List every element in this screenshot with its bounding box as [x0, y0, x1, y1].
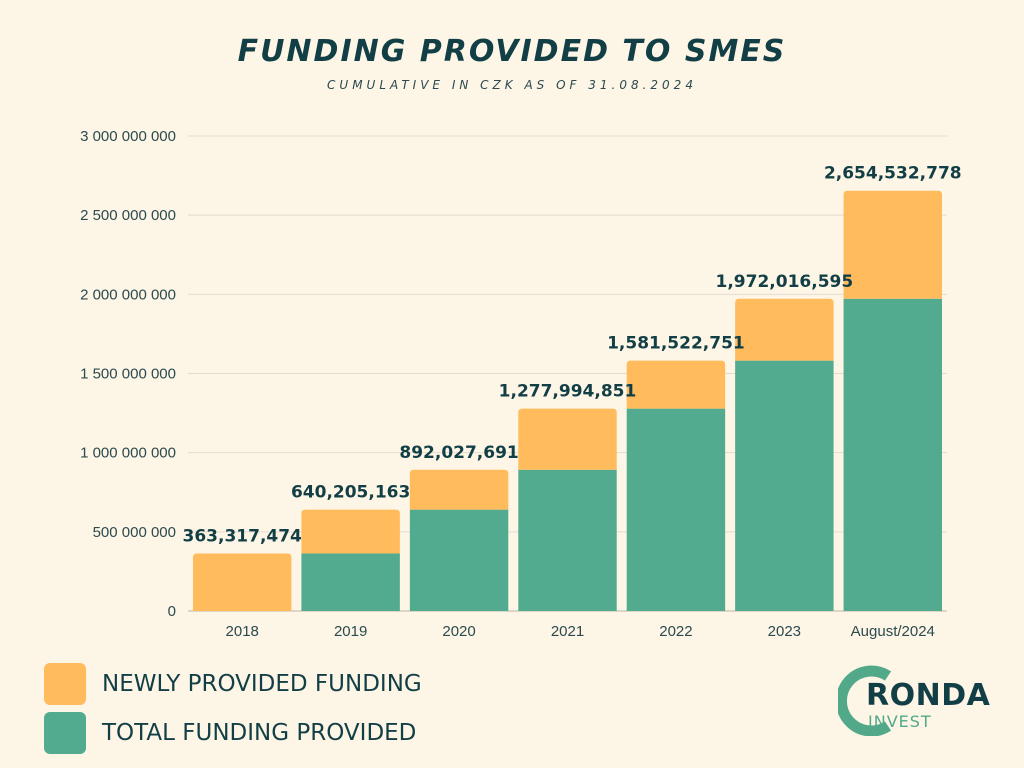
y-axis-ticks: 0 500 000 000 1 000 000 000 1 500 000 000 2 … [80, 128, 176, 620]
ronda-invest-logo: RONDA INVEST [838, 664, 998, 736]
legend-swatch-newly-provided [44, 663, 86, 705]
y-tick-label: 1 000 000 000 [80, 445, 176, 462]
x-tick-label: 2018 [226, 623, 259, 640]
bar-chart: 0 500 000 000 1 000 000 000 1 500 000 000 2 … [80, 128, 962, 640]
total-value-label: 892,027,691 [399, 443, 518, 463]
y-tick-label: 0 [168, 603, 176, 620]
bar-segment [518, 408, 617, 470]
legend-label-total-provided: TOTAL FUNDING PROVIDED [102, 720, 417, 746]
bar-segment [518, 469, 617, 611]
x-axis-ticks: 2018 2019 2020 2021 2022 2023 August/2024 [226, 623, 935, 640]
logo-wordmark: RONDA [866, 678, 991, 713]
bar-segment [843, 298, 942, 611]
total-value-label: 640,205,163 [291, 483, 410, 503]
logo-subtext: INVEST [868, 712, 932, 731]
bar-segment [301, 553, 400, 611]
y-tick-label: 1 500 000 000 [80, 366, 176, 383]
total-value-label: 1,277,994,851 [499, 382, 637, 402]
legend-label-newly-provided: NEWLY PROVIDED FUNDING [102, 671, 422, 697]
x-tick-label: 2020 [442, 623, 475, 640]
logo-ring-icon [838, 665, 892, 736]
total-labels: 363,317,474 640,205,163 892,027,691 1,277,9… [183, 164, 962, 547]
bar-segment [301, 509, 400, 554]
x-tick-label: 2021 [551, 623, 584, 640]
bar-segment [626, 360, 726, 409]
chart-title: FUNDING PROVIDED TO SMES [237, 34, 787, 69]
bars [193, 190, 942, 611]
y-tick-label: 2 000 000 000 [80, 286, 176, 303]
bar-segment [843, 190, 942, 299]
total-value-label: 363,317,474 [183, 526, 303, 546]
bar-segment [735, 298, 834, 361]
bar-segment [735, 360, 834, 611]
x-tick-label: 2019 [334, 623, 367, 640]
bar-segment [626, 408, 726, 611]
total-value-label: 1,972,016,595 [716, 272, 854, 292]
chart-subtitle: CUMULATIVE IN CZK AS OF 31.08.2024 [327, 78, 697, 92]
x-tick-label: 2022 [659, 623, 692, 640]
bar-segment [409, 469, 509, 510]
legend-swatch-total-provided [44, 712, 86, 754]
total-value-label: 1,581,522,751 [607, 334, 745, 354]
x-tick-label: August/2024 [851, 623, 935, 640]
total-value-label: 2,654,532,778 [824, 164, 962, 184]
bar-segment [409, 509, 509, 611]
y-tick-label: 2 500 000 000 [80, 207, 176, 224]
y-tick-label: 3 000 000 000 [80, 128, 176, 145]
x-tick-label: 2023 [768, 623, 801, 640]
y-tick-label: 500 000 000 [93, 524, 176, 541]
bar-segment [193, 553, 292, 611]
